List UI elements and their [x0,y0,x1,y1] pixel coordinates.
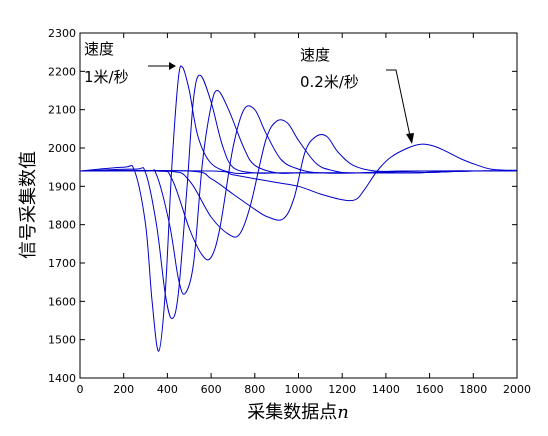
y-tick-label: 2000 [48,142,76,155]
annotation-slow-line1: 速度 [300,46,330,64]
x-tick-label: 600 [201,383,222,396]
annotation-fast-line1: 速度 [84,40,114,58]
y-tick-label: 1700 [48,257,76,270]
x-tick-label: 1200 [328,383,356,396]
y-tick-label: 1900 [48,180,76,193]
annotation-slow-line2: 0.2米/秒 [300,73,359,91]
y-axis-title: 信号采集数值 [18,151,39,259]
axis-ticks: 0 200 400 600 800 1000 1200 1400 1600 1800 2000 140… [48,27,531,396]
series-line-7 [79,143,518,202]
annotation-slow: 速度 0.2米/秒 [300,46,359,91]
x-axis-title-text: 采集数据点 [247,402,337,423]
annotation-fast: 速度 1米/秒 [84,40,129,86]
y-tick-label: 1600 [48,295,76,308]
x-axis-title: 采集数据点n [247,402,349,423]
annotation-slow-arrow-line [386,69,411,137]
series-line-4 [79,105,518,261]
series-line-6 [79,134,517,221]
x-tick-label: 1000 [285,383,313,396]
y-tick-label: 2200 [48,65,76,78]
annotation-fast-arrow-head [169,62,176,70]
y-tick-label: 1500 [48,334,76,347]
y-tick-label: 2300 [48,27,76,40]
annotation-slow-arrow-head [406,133,414,144]
x-tick-label: 2000 [503,383,531,396]
y-tick-label: 2100 [48,104,76,117]
series-line-5 [79,119,518,238]
y-tick-label: 1800 [48,219,76,232]
x-tick-label: 800 [244,383,265,396]
x-tick-label: 0 [77,383,84,396]
y-tick-label: 1400 [48,372,76,385]
x-tick-label: 1600 [416,383,444,396]
x-tick-label: 200 [113,383,134,396]
x-tick-label: 400 [157,383,178,396]
annotation-fast-line2: 1米/秒 [84,68,129,86]
x-tick-label: 1800 [459,383,487,396]
data-series-group [79,65,518,352]
plot-area [79,32,518,379]
x-tick-label: 1400 [372,383,400,396]
x-axis-title-variable: n [337,402,349,423]
